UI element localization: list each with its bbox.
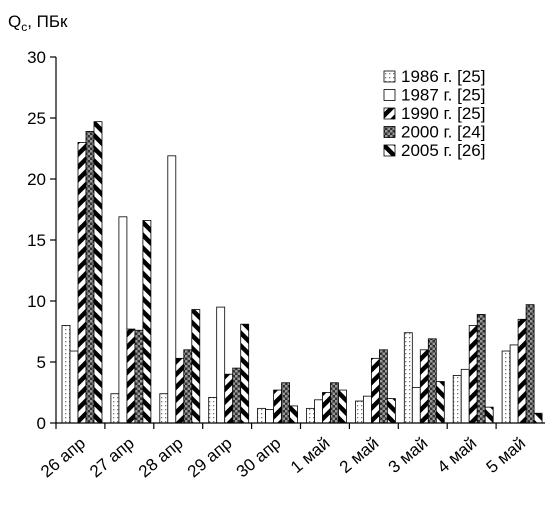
- bar: [118, 216, 128, 424]
- bar: [435, 381, 445, 424]
- bar: [216, 306, 226, 424]
- bar: [183, 349, 193, 424]
- y-tick-label: 5: [37, 353, 46, 372]
- y-tick-label: 20: [27, 170, 46, 189]
- bar: [281, 382, 291, 424]
- bar: [403, 332, 413, 424]
- y-axis-title-unit: , ПБк: [27, 12, 68, 31]
- bar: [306, 407, 315, 424]
- bar: [517, 318, 527, 424]
- bar: [273, 389, 283, 424]
- svg-text:Qc, ПБк: Qc, ПБк: [8, 12, 68, 34]
- bar: [61, 324, 71, 424]
- bar: [330, 382, 339, 424]
- x-tick-label: 1 май: [287, 434, 334, 477]
- legend-label: 2000 г. [24]: [401, 123, 485, 142]
- bar: [77, 141, 87, 424]
- bar: [419, 349, 429, 424]
- y-tick-label: 25: [27, 109, 46, 128]
- bar: [370, 357, 380, 424]
- x-tick-label: 4 май: [434, 434, 481, 477]
- legend-label: 1986 г. [25]: [401, 67, 485, 86]
- y-tick-label: 0: [37, 414, 46, 433]
- x-tick-label: 3 май: [385, 434, 432, 477]
- x-tick-label: 28 апр: [135, 434, 187, 482]
- bar: [525, 304, 535, 424]
- bar: [386, 398, 396, 424]
- bar: [265, 409, 275, 424]
- bar: [159, 393, 169, 424]
- legend-label: 1990 г. [25]: [401, 104, 485, 123]
- y-axis: 0 5 10 15 20 25 30: [27, 48, 57, 433]
- bar: [208, 396, 218, 424]
- bar: [533, 412, 543, 424]
- x-tick-label: 26 апр: [37, 434, 89, 482]
- bar: [93, 121, 103, 424]
- bar: [257, 407, 267, 424]
- bar: [85, 131, 95, 424]
- bar: [289, 405, 299, 424]
- bar: [69, 350, 79, 424]
- bar: [110, 393, 120, 424]
- bar: [378, 349, 388, 424]
- bar: [240, 323, 250, 424]
- x-tick-label: 27 апр: [86, 434, 138, 482]
- y-axis-title-main: Q: [8, 12, 21, 31]
- bar: [322, 392, 331, 424]
- y-axis-title: Qc, ПБк: [8, 12, 68, 34]
- legend-swatch: [383, 126, 396, 138]
- bar: [167, 155, 177, 424]
- legend-label: 2005 г. [26]: [401, 141, 485, 160]
- bar: [142, 220, 152, 424]
- bar: [175, 357, 185, 424]
- bar: [501, 350, 511, 424]
- y-tick-label: 10: [27, 292, 46, 311]
- legend-label: 1987 г. [25]: [401, 86, 485, 105]
- bar: [411, 387, 421, 424]
- y-tick-label: 30: [27, 48, 46, 67]
- x-tick-label: 29 апр: [184, 434, 236, 482]
- legend-swatch: [383, 70, 396, 83]
- x-tick-label: 30 апр: [233, 434, 285, 482]
- bar: [232, 367, 242, 424]
- bar: [314, 399, 323, 424]
- legend-swatch: [383, 144, 396, 157]
- legend: 1986 г. [25]1987 г. [25]1990 г. [25]2000…: [383, 67, 485, 160]
- bar: [476, 314, 486, 424]
- y-axis-title-sub: c: [21, 20, 27, 34]
- bar: [191, 309, 201, 424]
- legend-swatch: [383, 89, 396, 101]
- bars: [61, 121, 543, 424]
- bar: [427, 338, 437, 424]
- x-tick-label: 5 май: [483, 434, 530, 477]
- legend-swatch: [383, 107, 396, 120]
- y-tick-label: 15: [27, 231, 46, 250]
- bar: [460, 368, 470, 424]
- x-tick-label: 2 май: [336, 434, 383, 477]
- bar: [484, 406, 494, 424]
- bar: [509, 344, 519, 424]
- bar: [338, 389, 347, 424]
- bar: [354, 400, 364, 424]
- bar: [134, 329, 144, 424]
- bar: [224, 373, 234, 424]
- bar: [452, 375, 462, 424]
- bar: [362, 395, 372, 424]
- bar: [468, 324, 478, 424]
- bar: [126, 328, 136, 424]
